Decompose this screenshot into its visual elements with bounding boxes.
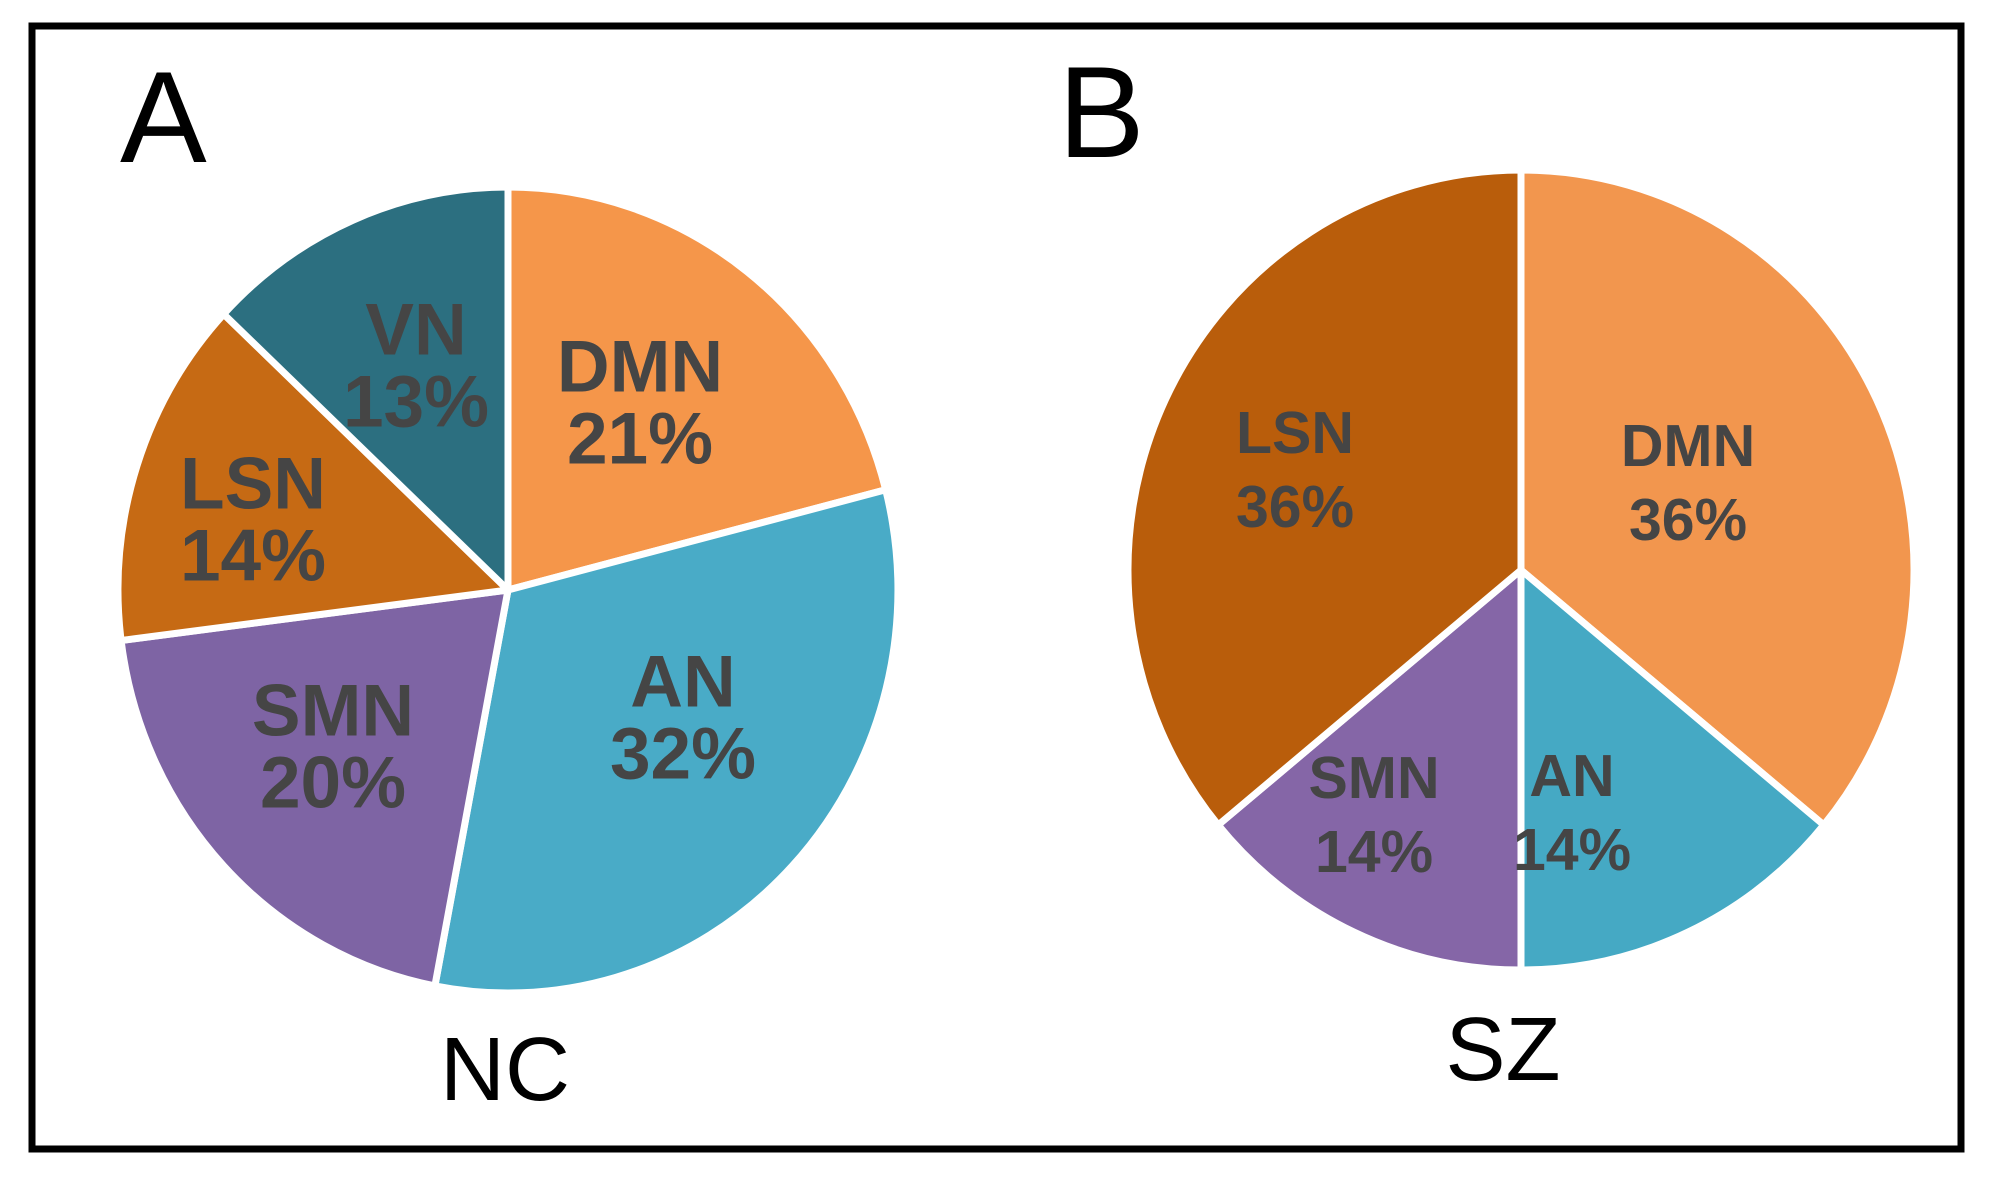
pie-slice-lsn [114,310,512,644]
slice-pct-vn: 13% [343,362,489,443]
panel-letter-b: B [1058,39,1145,185]
slice-pct-lsn: 36% [1236,474,1354,540]
slice-label-dmn: DMN [1621,413,1755,479]
pie-slice-smn [1214,566,1525,974]
figure-border [28,22,1965,1153]
slice-pct-dmn: 36% [1629,487,1747,553]
slice-label-smn: SMN [252,671,414,752]
slice-pct-an: 32% [610,714,756,795]
slice-pct-lsn: 14% [180,516,326,597]
pie-slice-an [1517,566,1828,974]
slice-pct-dmn: 21% [567,399,713,480]
pie-slice-smn [117,586,512,990]
slice-pct-smn: 14% [1315,819,1433,885]
panel-letter-a: A [120,44,207,190]
pie-slice-dmn [1517,166,1918,829]
slice-label-dmn: DMN [557,327,723,408]
slice-label-smn: SMN [1308,745,1439,811]
pie-slice-an [431,486,902,997]
slice-label-an: AN [630,642,735,723]
slice-pct-an: 14% [1513,817,1631,883]
slice-pct-smn: 20% [260,743,406,824]
slice-label-lsn: LSN [180,444,326,525]
pie-slice-dmn [504,183,890,594]
pie-slice-lsn [1124,166,1525,829]
slice-label-an: AN [1529,743,1614,809]
slice-label-vn: VN [365,290,466,371]
caption-nc: NC [440,1020,570,1120]
pie-chart-b-sz: DMN 36% AN 14% SMN 14% LSN 36% B SZ [1058,39,1918,1100]
slice-label-lsn: LSN [1236,400,1354,466]
pie-slice-vn [220,183,512,594]
caption-sz: SZ [1445,1000,1560,1100]
